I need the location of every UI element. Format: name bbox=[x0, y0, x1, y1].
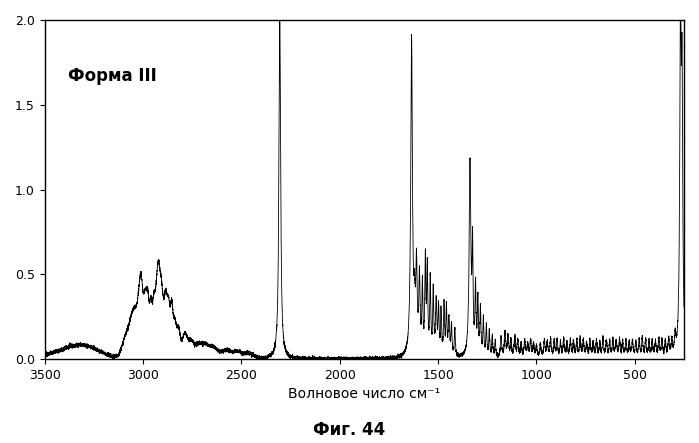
X-axis label: Волновое число см⁻¹: Волновое число см⁻¹ bbox=[288, 388, 440, 401]
Text: Форма III: Форма III bbox=[69, 67, 157, 85]
Text: Фиг. 44: Фиг. 44 bbox=[313, 420, 386, 439]
